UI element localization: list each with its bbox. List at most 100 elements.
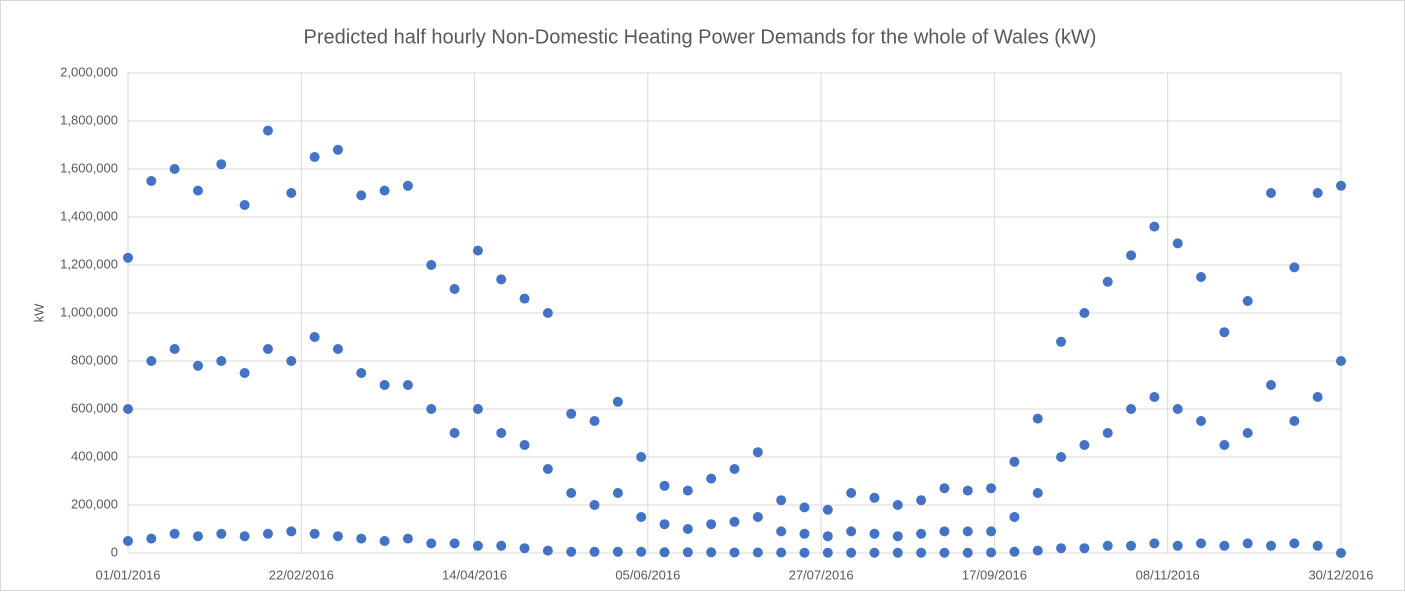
point — [659, 480, 670, 491]
point — [1289, 262, 1300, 273]
point — [239, 200, 250, 210]
point — [566, 408, 577, 419]
point — [496, 428, 507, 438]
point — [916, 495, 927, 506]
point — [776, 526, 787, 537]
point — [846, 488, 857, 498]
point — [1102, 428, 1113, 438]
point — [846, 526, 857, 537]
point — [1266, 380, 1277, 390]
point — [426, 538, 437, 549]
point — [379, 185, 390, 196]
point — [356, 190, 367, 201]
point — [542, 545, 553, 556]
point — [1242, 296, 1253, 306]
point — [1196, 416, 1207, 426]
y-tick-label: 0 — [111, 544, 118, 559]
y-tick-label: 1,000,000 — [60, 304, 118, 319]
point — [286, 188, 297, 198]
point — [379, 536, 390, 546]
point — [986, 526, 997, 537]
point — [262, 528, 273, 539]
point — [169, 164, 180, 174]
point — [916, 528, 927, 539]
point — [402, 380, 413, 390]
point — [1219, 440, 1230, 450]
point — [1056, 543, 1067, 554]
point — [729, 464, 740, 474]
point — [799, 502, 810, 513]
point — [986, 547, 997, 558]
point — [216, 159, 227, 170]
point — [332, 344, 343, 354]
point — [449, 538, 460, 549]
point — [1336, 356, 1346, 366]
y-tick-label: 1,400,000 — [60, 208, 118, 223]
y-tick-label: 1,200,000 — [60, 256, 118, 271]
x-tick-label: 17/09/2016 — [962, 567, 1027, 582]
point — [542, 464, 553, 474]
point — [869, 547, 880, 558]
y-tick-label: 600,000 — [71, 400, 118, 415]
point — [589, 546, 600, 557]
point — [426, 260, 437, 270]
point — [1032, 488, 1043, 498]
point — [402, 533, 413, 544]
x-tick-label: 22/02/2016 — [269, 567, 334, 582]
point — [1312, 392, 1323, 402]
point — [1172, 238, 1183, 249]
x-tick-label: 27/07/2016 — [789, 567, 854, 582]
point — [962, 547, 973, 558]
point — [682, 547, 693, 558]
point — [123, 536, 133, 546]
point — [939, 547, 950, 558]
point — [1289, 538, 1300, 549]
point — [1336, 548, 1346, 558]
point — [216, 356, 227, 366]
point — [822, 531, 833, 542]
x-tick-label: 08/11/2016 — [1136, 567, 1200, 582]
point — [472, 404, 483, 414]
point — [1219, 540, 1230, 551]
point — [706, 547, 717, 558]
point — [123, 252, 133, 263]
x-tick-label: 05/06/2016 — [615, 567, 680, 582]
point — [309, 528, 320, 539]
point — [1126, 540, 1137, 551]
point — [636, 452, 647, 462]
point — [1196, 272, 1207, 282]
point — [589, 416, 600, 426]
point — [1056, 452, 1067, 462]
point — [1336, 180, 1346, 191]
point — [1172, 404, 1183, 414]
point — [332, 531, 343, 542]
point — [566, 488, 577, 498]
y-tick-label: 800,000 — [71, 352, 118, 367]
point — [356, 368, 367, 378]
point — [752, 512, 763, 522]
point — [1102, 276, 1113, 287]
point — [612, 396, 623, 407]
point — [752, 547, 763, 558]
point — [1196, 538, 1207, 549]
point — [1149, 221, 1160, 232]
point — [519, 293, 530, 304]
point — [146, 356, 157, 366]
point — [1149, 392, 1160, 402]
point — [309, 152, 320, 162]
point — [752, 447, 763, 458]
point — [286, 356, 297, 366]
point — [776, 547, 787, 558]
point — [729, 547, 740, 558]
point — [1219, 327, 1230, 338]
point — [822, 547, 833, 558]
point — [239, 368, 250, 378]
chart-title: Predicted half hourly Non-Domestic Heati… — [304, 26, 1097, 48]
point — [1242, 428, 1253, 438]
point — [1266, 540, 1277, 551]
y-tick-label: 400,000 — [71, 448, 118, 463]
point — [612, 546, 623, 557]
point — [262, 125, 273, 136]
point — [1312, 188, 1323, 198]
